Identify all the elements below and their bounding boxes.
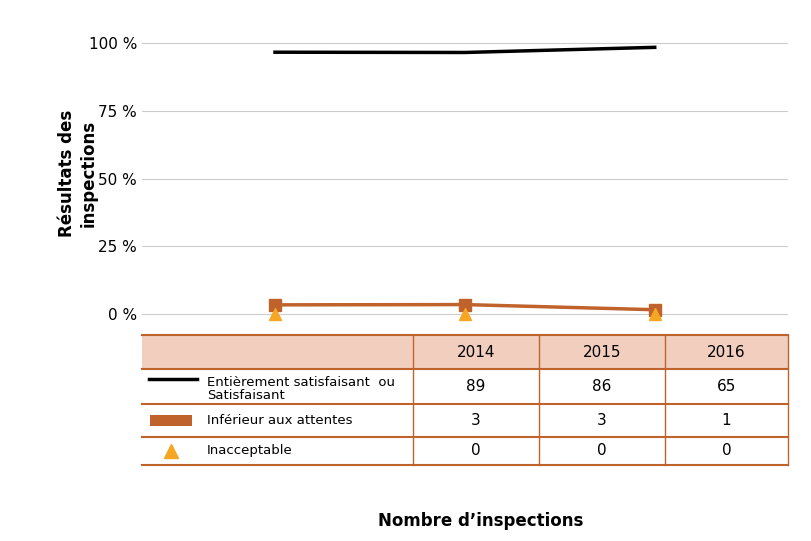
Text: 0: 0 xyxy=(470,444,480,458)
Bar xyxy=(150,414,192,426)
Text: Inférieur aux attentes: Inférieur aux attentes xyxy=(206,414,352,427)
Text: 2014: 2014 xyxy=(457,345,495,360)
Text: 89: 89 xyxy=(466,379,485,394)
Bar xyxy=(142,437,787,465)
Text: Nombre d’inspections: Nombre d’inspections xyxy=(378,512,583,530)
Text: 3: 3 xyxy=(470,413,480,428)
Text: Entièrement satisfaisant  ou: Entièrement satisfaisant ou xyxy=(206,377,394,390)
Text: 65: 65 xyxy=(716,379,735,394)
Text: 0: 0 xyxy=(597,444,606,458)
Text: 2015: 2015 xyxy=(582,345,620,360)
Text: 0: 0 xyxy=(721,444,730,458)
Bar xyxy=(142,404,787,437)
Y-axis label: Résultats des
inspections: Résultats des inspections xyxy=(58,109,97,237)
Bar xyxy=(142,369,787,404)
Text: 86: 86 xyxy=(592,379,611,394)
Text: 3: 3 xyxy=(596,413,606,428)
Text: Satisfaisant: Satisfaisant xyxy=(206,390,284,403)
Text: 2016: 2016 xyxy=(706,345,744,360)
Text: Inacceptable: Inacceptable xyxy=(206,445,292,458)
Bar xyxy=(142,335,787,369)
Text: 1: 1 xyxy=(721,413,730,428)
